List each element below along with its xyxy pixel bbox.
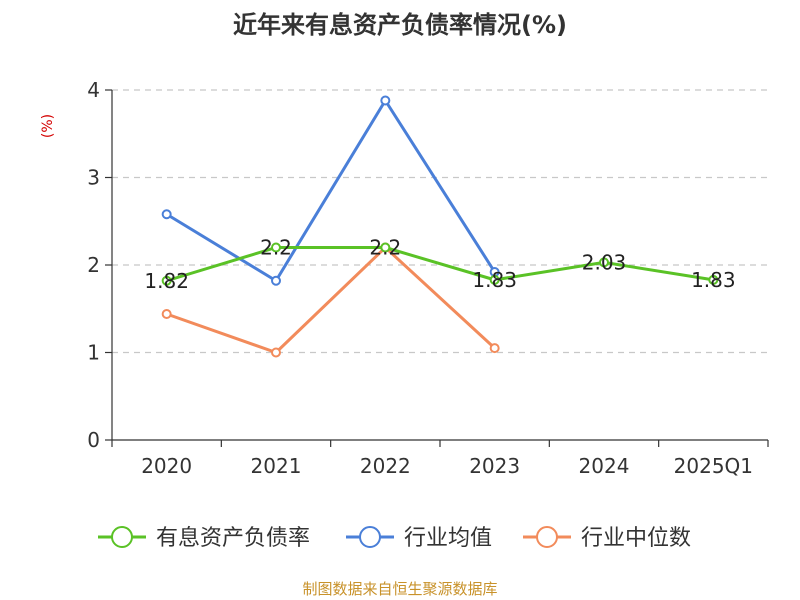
legend-label: 行业中位数 [581, 526, 691, 551]
legend-marker [111, 526, 133, 548]
legend-marker [536, 526, 558, 548]
y-tick-label: 3 [87, 166, 100, 190]
data-label: 2.03 [582, 250, 627, 274]
data-point[interactable] [161, 275, 172, 286]
data-labels: 1.82 2.2 2.2 1.83 2.03 1.83 [144, 236, 735, 293]
x-tick-label: 2023 [469, 454, 520, 478]
legend[interactable]: 有息资产负债率 行业均值 行业中位数 [98, 526, 691, 551]
data-point[interactable] [161, 309, 172, 319]
data-label: 2.2 [369, 236, 401, 260]
x-tick-label: 2021 [251, 454, 302, 478]
data-label: 1.82 [144, 269, 189, 293]
data-label: 1.83 [472, 268, 517, 292]
series-line [165, 99, 496, 283]
axes: 0 1 2 3 4 2020 2021 2022 2023 2024 2025Q1 [87, 78, 769, 478]
data-point[interactable] [271, 347, 281, 358]
series-lines [161, 95, 719, 358]
y-tick-label: 1 [87, 341, 100, 365]
gridlines [112, 89, 768, 354]
chart-title: 近年来有息资产负债率情况(%) [233, 11, 567, 39]
data-point[interactable] [271, 275, 281, 286]
legend-item[interactable]: 行业中位数 [523, 526, 691, 551]
data-point[interactable] [708, 274, 719, 285]
data-label: 2.2 [260, 236, 292, 260]
x-tick-label: 2022 [360, 454, 411, 478]
y-tick-label: 0 [87, 428, 100, 452]
y-axis-label: (%) [40, 114, 56, 138]
legend-label: 行业均值 [404, 526, 492, 551]
x-tick-label: 2025Q1 [674, 454, 753, 478]
series-line [166, 246, 496, 354]
y-tick-label: 4 [87, 78, 100, 102]
x-tick-label: 2024 [579, 454, 630, 478]
legend-item[interactable]: 有息资产负债率 [98, 526, 310, 551]
source-note: 制图数据来自恒生聚源数据库 [302, 580, 497, 598]
x-tick-label: 2020 [141, 454, 192, 478]
data-point[interactable] [380, 242, 391, 253]
data-point[interactable] [599, 257, 609, 268]
data-point[interactable] [489, 274, 500, 285]
y-tick-label: 2 [87, 253, 100, 277]
series-line [166, 246, 714, 283]
data-point[interactable] [271, 242, 281, 253]
data-label: 1.83 [691, 268, 736, 292]
data-point[interactable] [489, 343, 500, 354]
legend-item[interactable]: 行业均值 [346, 526, 492, 551]
legend-marker [359, 526, 381, 548]
legend-label: 有息资产负债率 [156, 526, 310, 551]
data-point[interactable] [380, 95, 391, 106]
data-point[interactable] [161, 209, 172, 220]
